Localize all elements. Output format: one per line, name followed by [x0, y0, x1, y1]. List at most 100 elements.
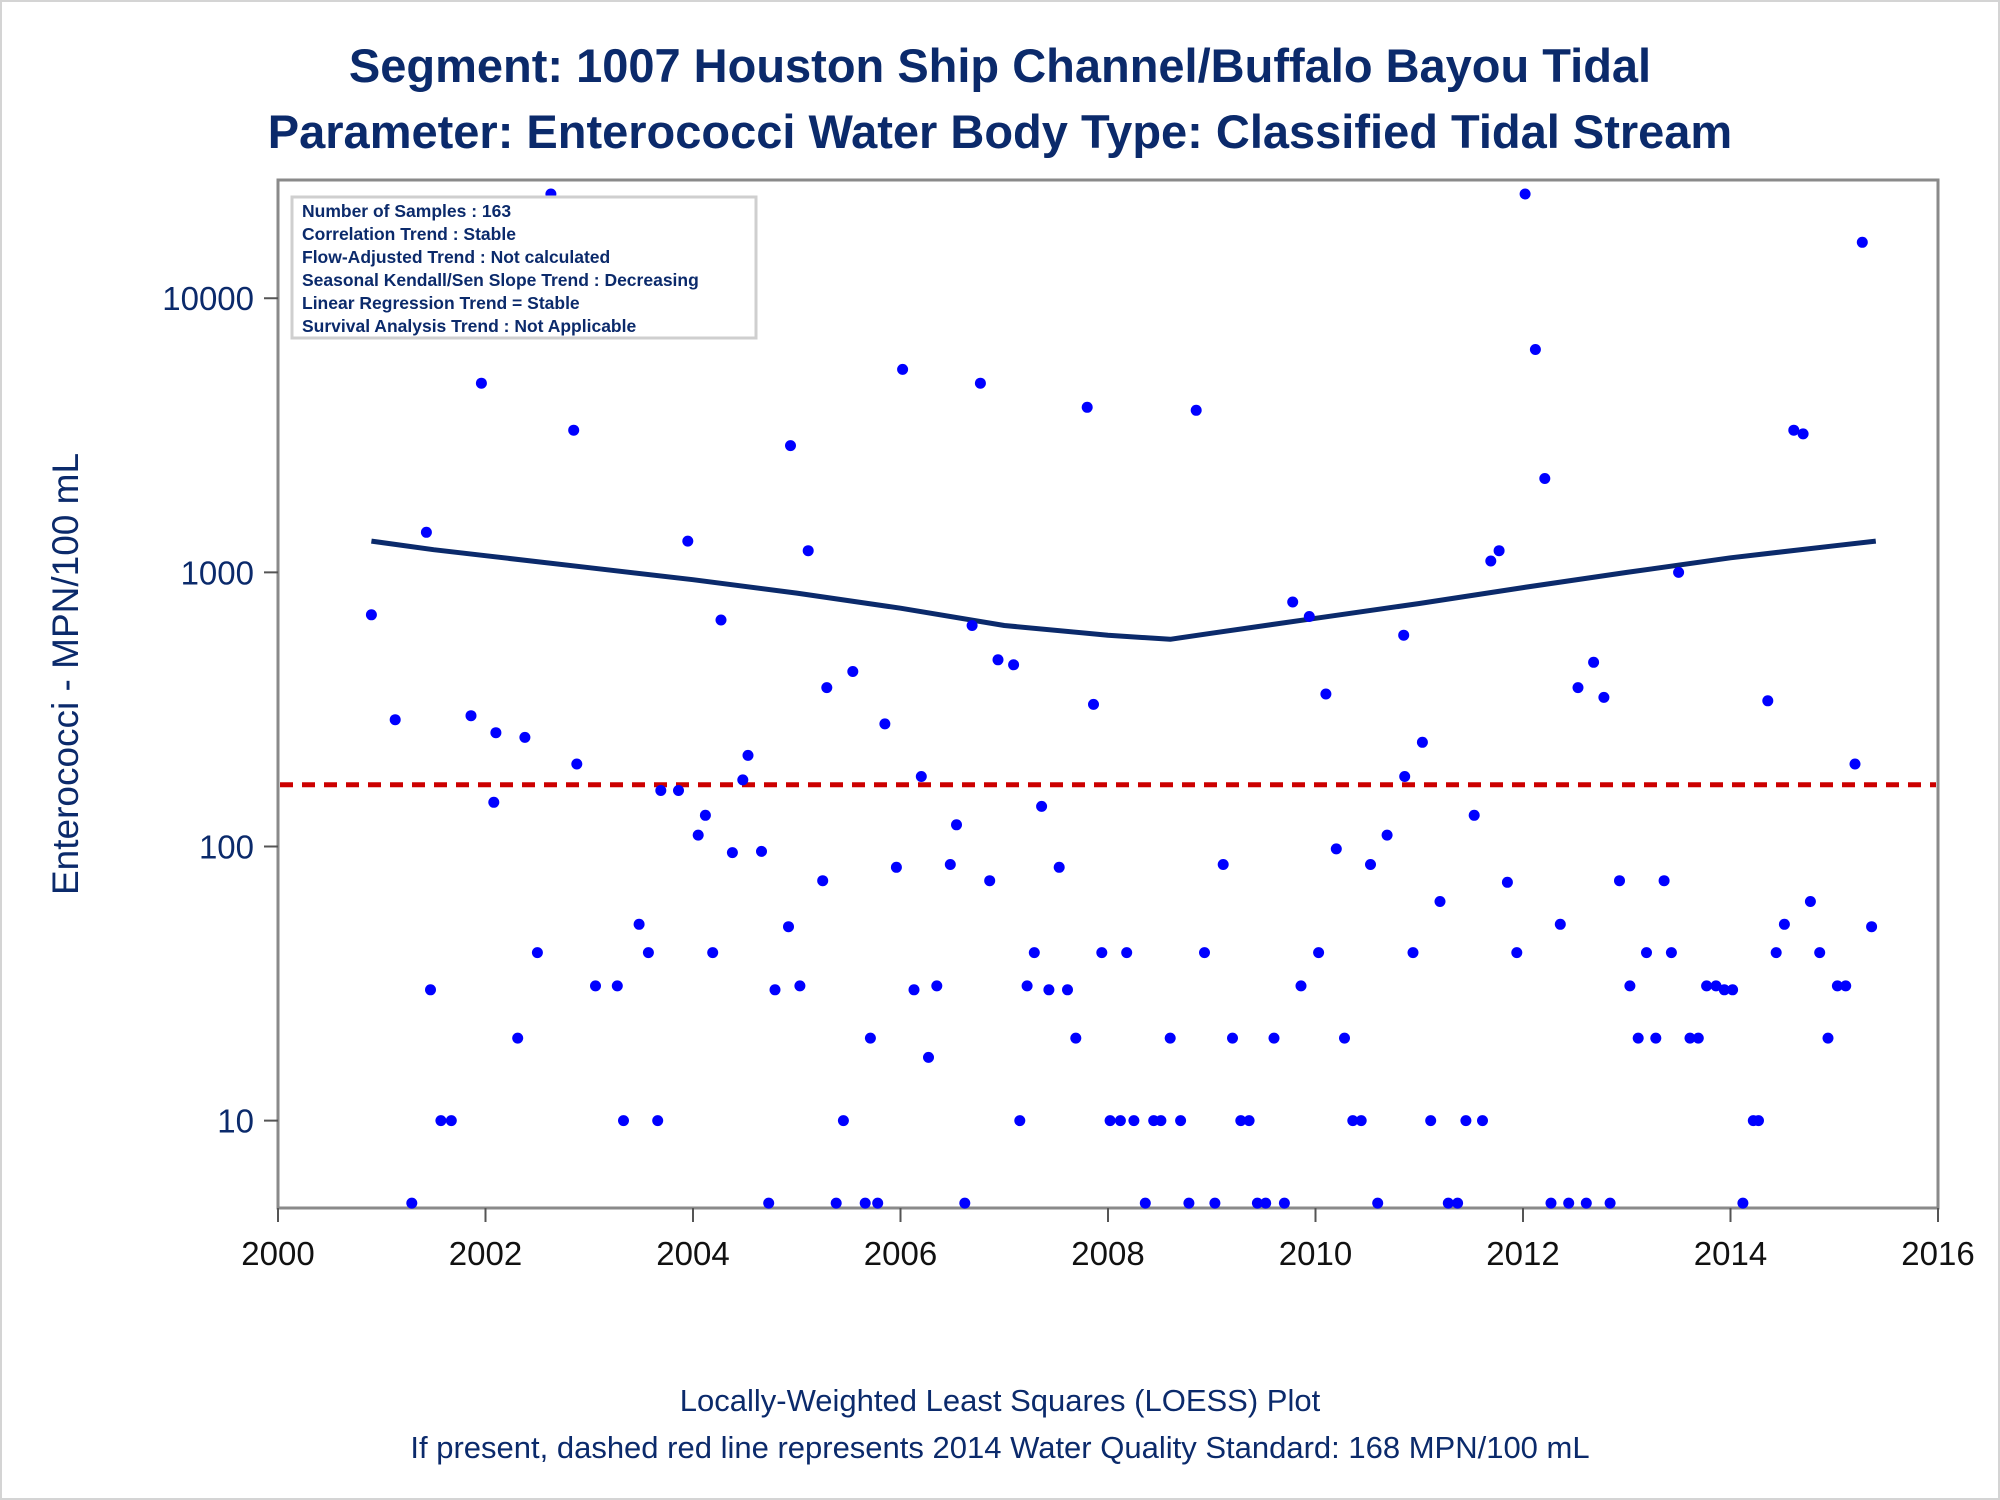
data-point: [897, 363, 909, 375]
data-point: [1043, 984, 1055, 996]
data-point: [1287, 596, 1299, 608]
data-point: [890, 861, 902, 873]
data-point: [1096, 947, 1108, 959]
data-point: [465, 710, 477, 722]
data-point: [959, 1197, 971, 1209]
data-point: [1381, 829, 1393, 841]
data-point: [1554, 918, 1566, 930]
data-point: [1452, 1197, 1464, 1209]
data-point: [879, 718, 891, 730]
data-point: [1398, 629, 1410, 641]
x-tick-label: 2008: [1071, 1235, 1144, 1272]
data-point: [1021, 980, 1033, 992]
data-point: [763, 1197, 775, 1209]
y-tick-label: 1000: [181, 554, 254, 591]
data-point: [1268, 1032, 1280, 1044]
data-point: [1062, 984, 1073, 996]
data-point: [1434, 896, 1446, 907]
trend-info-box-border: [290, 195, 758, 340]
data-point: [821, 682, 833, 694]
data-point: [655, 785, 667, 796]
data-point: [1604, 1197, 1616, 1209]
data-point: [1822, 1032, 1834, 1044]
data-point: [1217, 859, 1229, 870]
data-point: [1313, 947, 1325, 959]
data-point: [1460, 1115, 1472, 1127]
data-point: [1580, 1197, 1592, 1209]
y-axis-label: Enterococci - MPN/100 mL: [45, 453, 86, 895]
data-point: [1339, 1032, 1350, 1044]
data-point: [1529, 344, 1541, 355]
data-point: [1104, 1115, 1116, 1127]
data-point: [992, 654, 1004, 666]
data-point: [1840, 980, 1852, 992]
data-point: [1175, 1115, 1187, 1127]
data-point: [830, 1197, 842, 1209]
data-point: [908, 984, 920, 996]
data-point: [1036, 800, 1048, 812]
data-point: [1856, 236, 1868, 248]
data-point: [1164, 1032, 1176, 1044]
data-point: [984, 875, 996, 887]
data-point: [1511, 947, 1523, 959]
data-point: [726, 847, 738, 859]
data-point: [1624, 980, 1636, 992]
data-point: [1673, 566, 1685, 578]
data-point: [1788, 424, 1800, 436]
x-tick-label: 2000: [241, 1235, 314, 1272]
data-point: [1485, 555, 1497, 567]
data-point: [1753, 1115, 1764, 1127]
data-point: [817, 875, 829, 887]
data-point: [1650, 1032, 1662, 1044]
data-point: [1692, 1032, 1704, 1044]
x-tick-label: 2004: [656, 1235, 729, 1272]
data-point: [742, 749, 754, 761]
data-point: [1468, 809, 1480, 821]
data-point: [1501, 876, 1513, 888]
trend-info-box: Number of Samples : 163 Correlation Trend…: [290, 195, 758, 340]
y-tick-label: 100: [199, 828, 254, 865]
data-point: [1849, 758, 1861, 770]
data-point: [488, 796, 500, 808]
data-point: [1139, 1197, 1151, 1209]
data-point: [923, 1051, 934, 1063]
trend-info-line: Linear Regression Trend = Stable: [302, 293, 580, 313]
data-point: [406, 1197, 418, 1209]
data-point: [1008, 659, 1020, 671]
data-point: [966, 620, 978, 631]
data-point: [1718, 984, 1730, 996]
data-point: [1295, 980, 1307, 992]
data-point: [1278, 1197, 1290, 1209]
data-point: [1235, 1115, 1247, 1127]
data-point: [1539, 473, 1551, 484]
data-point: [1598, 691, 1610, 703]
data-point: [590, 980, 601, 992]
x-tick-label: 2002: [449, 1235, 522, 1272]
trend-info-line: Flow-Adjusted Trend : Not calculated: [302, 247, 610, 267]
data-point: [1641, 947, 1652, 959]
y-tick-label: 10: [217, 1103, 254, 1140]
data-point: [445, 1115, 457, 1127]
data-point: [1804, 896, 1816, 907]
data-point: [1347, 1115, 1359, 1127]
data-point: [1665, 947, 1677, 959]
data-point: [1372, 1197, 1384, 1209]
data-point: [633, 918, 645, 930]
data-point: [1190, 404, 1202, 416]
data-point: [1727, 984, 1739, 996]
data-point: [1737, 1197, 1749, 1209]
data-point: [1632, 1032, 1644, 1044]
data-point: [692, 829, 704, 841]
data-point: [1053, 861, 1065, 873]
data-point: [389, 714, 401, 726]
data-point: [682, 535, 694, 547]
data-point: [618, 1115, 629, 1127]
data-point: [837, 1115, 849, 1127]
data-point: [1183, 1197, 1195, 1209]
data-point: [435, 1115, 447, 1127]
data-point: [571, 758, 583, 770]
data-point: [1155, 1115, 1167, 1127]
data-point: [1399, 771, 1411, 782]
data-point: [1778, 918, 1790, 930]
